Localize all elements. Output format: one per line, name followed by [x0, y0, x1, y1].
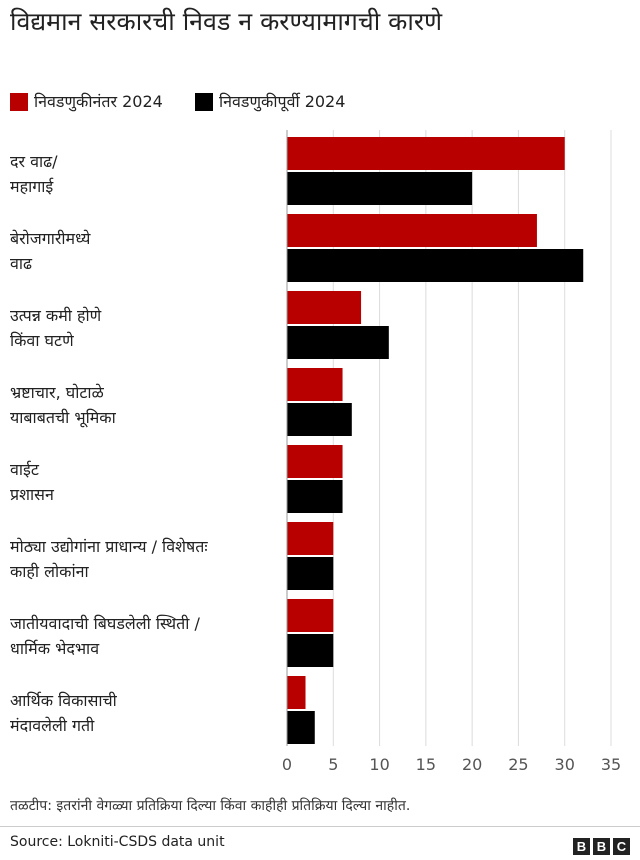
footnote: तळटीप: इतरांनी वेगळ्या प्रतिक्रिया दिल्य…	[10, 798, 411, 814]
bar	[287, 676, 306, 709]
bar	[287, 403, 352, 436]
divider	[0, 826, 640, 827]
bar	[287, 634, 334, 667]
x-tick-label: 35	[601, 755, 621, 774]
x-tick-label: 5	[328, 755, 338, 774]
legend-label-after-election: निवडणुकीनंतर 2024	[34, 92, 163, 111]
category-label: प्रशासन	[10, 485, 55, 504]
bar	[287, 522, 334, 555]
bar	[287, 480, 343, 513]
category-label: याबाबतची भूमिका	[10, 408, 117, 428]
chart-title: विद्यमान सरकारची निवड न करण्यामागची कारण…	[10, 7, 443, 36]
bar-chart: 0 5 10 15 20 25 30 35 दर वाढ/महागाई बेरोजगारीमध्य…	[10, 130, 621, 774]
category-label: वाईट	[10, 460, 40, 479]
legend-swatch-before-election	[195, 93, 213, 111]
x-tick-label: 20	[462, 755, 482, 774]
category-label: धार्मिक भेदभाव	[10, 639, 100, 658]
bar	[287, 326, 389, 359]
bar	[287, 599, 334, 632]
category-label: बेरोजगारीमध्ये	[10, 229, 91, 248]
x-tick-label: 15	[416, 755, 436, 774]
bar	[287, 137, 565, 170]
bbc-logo-letter: C	[613, 838, 630, 855]
category-label: महागाई	[10, 177, 54, 196]
category-label: जातीयवादाची बिघडलेली स्थिती /	[10, 614, 200, 633]
legend-label-before-election: निवडणुकीपूर्वी 2024	[219, 92, 346, 111]
x-tick-label: 0	[282, 755, 292, 774]
category-label: आर्थिक विकासाची	[10, 691, 118, 710]
bar	[287, 291, 362, 324]
bbc-logo-letter: B	[593, 838, 610, 855]
bar	[287, 249, 584, 282]
bar	[287, 711, 315, 744]
category-label: दर वाढ/	[10, 152, 58, 171]
category-label: उत्पन्न कमी होणे	[10, 306, 102, 325]
bar	[287, 368, 343, 401]
category-label: वाढ	[10, 254, 33, 273]
category-label: भ्रष्टाचार, घोटाळे	[10, 383, 105, 402]
source-note: Source: Lokniti-CSDS data unit	[10, 834, 225, 850]
category-label: मंदावलेली गती	[10, 716, 95, 735]
bar	[287, 214, 537, 247]
x-tick-label: 25	[508, 755, 528, 774]
bar	[287, 557, 334, 590]
category-label: किंवा घटणे	[10, 331, 74, 350]
x-tick-label: 10	[369, 755, 389, 774]
x-tick-label: 30	[555, 755, 575, 774]
category-label: मोठ्या उद्योगांना प्राधान्य / विशेषतः	[10, 537, 208, 556]
bbc-logo-letter: B	[573, 838, 590, 855]
bar	[287, 172, 473, 205]
category-label: काही लोकांना	[10, 562, 89, 581]
legend-swatch-after-election	[10, 93, 28, 111]
bar	[287, 445, 343, 478]
